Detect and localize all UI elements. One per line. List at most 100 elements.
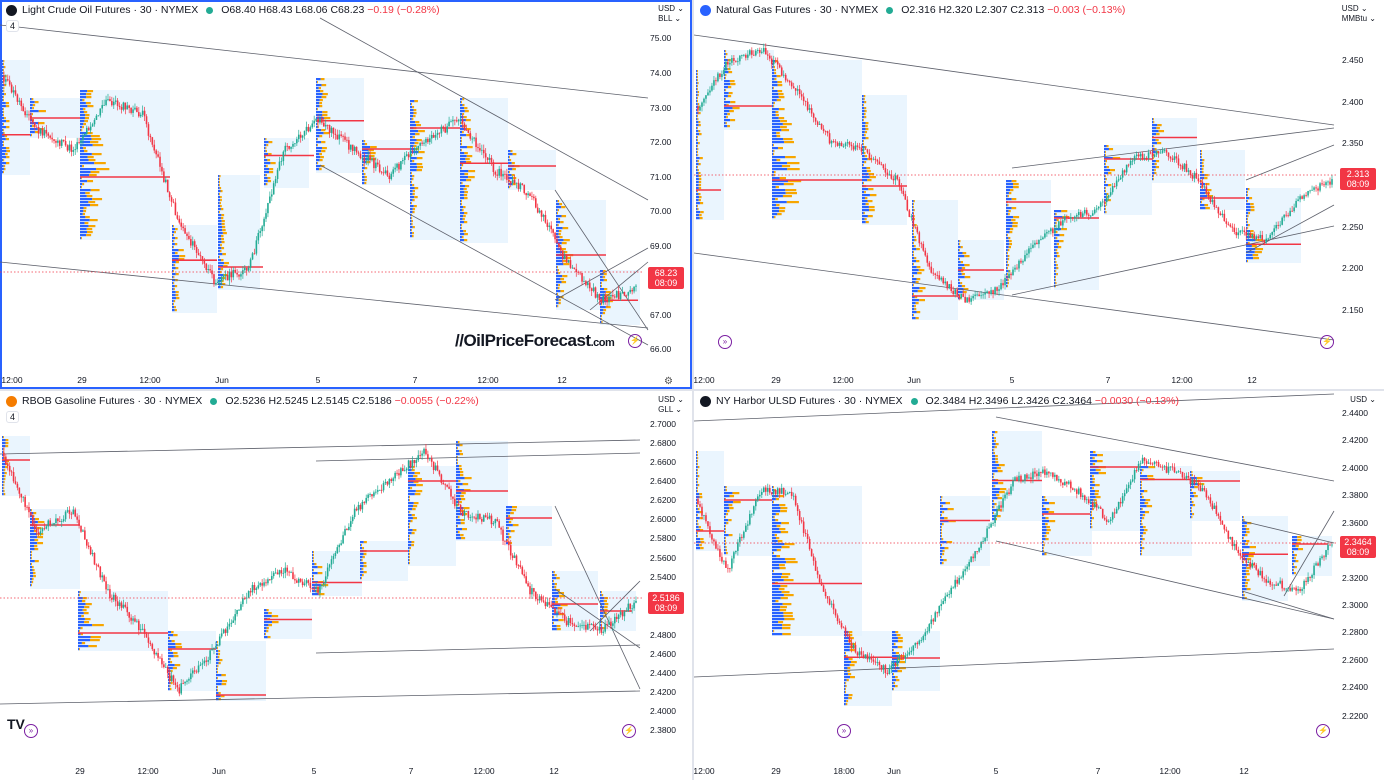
currency-unit-selector[interactable]: USD ⌄ MMBtu ⌄ xyxy=(1341,4,1376,23)
time-axis-label: 12 xyxy=(549,766,559,776)
symbol-legend[interactable]: Light Crude Oil Futures · 30 · NYMEX O68… xyxy=(6,4,440,16)
profile-bar-down xyxy=(412,190,416,193)
profile-bar-down xyxy=(1105,202,1106,205)
profile-bar-down xyxy=(780,576,789,579)
symbol-legend[interactable]: Natural Gas Futures · 30 · NYMEX O2.316 … xyxy=(700,4,1125,16)
profile-bar-down xyxy=(34,545,38,548)
symbol-title[interactable]: Natural Gas Futures · 30 · NYMEX xyxy=(716,4,879,16)
candle-body xyxy=(292,572,294,580)
price-axis-label: 2.4000 xyxy=(650,706,676,716)
flash-icon[interactable]: ⚡ xyxy=(628,334,642,348)
candle-body xyxy=(161,166,163,172)
time-axis-label: 29 xyxy=(771,375,781,385)
profile-bar-down xyxy=(557,293,558,296)
profile-bar-down xyxy=(464,477,472,480)
tradingview-logo[interactable]: TV xyxy=(7,716,25,732)
candle-body xyxy=(864,148,867,150)
profile-bar-up xyxy=(80,159,89,162)
candle-body xyxy=(64,141,67,146)
profile-bar-up xyxy=(410,157,417,160)
profile-bar-up xyxy=(410,178,412,181)
replay-icon[interactable]: » xyxy=(24,724,38,738)
profile-bar-down xyxy=(1105,178,1107,181)
profile-bar-up xyxy=(1090,469,1096,472)
profile-bar-down xyxy=(697,115,698,118)
profile-bar-down xyxy=(563,263,570,266)
candle-body xyxy=(124,604,127,607)
profile-bar-down xyxy=(1062,216,1070,219)
symbol-legend[interactable]: RBOB Gasoline Futures · 30 · NYMEX O2.52… xyxy=(6,395,479,407)
profile-bar-down xyxy=(913,200,915,203)
indicator-count-badge[interactable]: 4 xyxy=(6,20,20,32)
profile-bar-up xyxy=(1200,177,1205,180)
profile-bar-down xyxy=(313,578,314,581)
candle-body xyxy=(709,90,711,93)
candle-body xyxy=(342,535,344,544)
candle-body xyxy=(800,94,803,97)
candle-body xyxy=(37,126,40,134)
profile-bar-down xyxy=(726,104,729,107)
chart-panel-ulsd[interactable]: NY Harbor ULSD Futures · 30 · NYMEX O2.3… xyxy=(694,391,1384,780)
candle-body xyxy=(236,609,238,615)
profile-bar-up xyxy=(772,102,774,105)
profile-bar-up xyxy=(1242,525,1245,528)
candle-body xyxy=(788,80,791,83)
profile-bar-up xyxy=(696,214,700,217)
profile-bar-down xyxy=(319,159,323,162)
profile-bar-up xyxy=(992,431,995,434)
rbob-chart-canvas[interactable] xyxy=(0,391,692,780)
candle-body xyxy=(199,255,202,257)
candle-body xyxy=(328,125,331,133)
candle-body xyxy=(583,281,585,282)
profile-bar-down xyxy=(993,449,995,452)
flash-icon[interactable]: ⚡ xyxy=(622,724,636,738)
profile-bar-down xyxy=(941,505,943,508)
profile-bar-down xyxy=(1110,169,1115,172)
crude-chart-canvas[interactable] xyxy=(0,0,692,389)
profile-bar-up xyxy=(1140,544,1142,547)
candle-body xyxy=(270,576,273,580)
candle-body xyxy=(498,521,500,528)
chart-panel-rbob[interactable]: RBOB Gasoline Futures · 30 · NYMEX O2.52… xyxy=(0,391,692,780)
candle-body xyxy=(269,196,271,204)
profile-bar-up xyxy=(1054,252,1057,255)
profile-bar-up xyxy=(1054,210,1062,213)
candle-body xyxy=(932,272,935,274)
currency-unit-selector[interactable]: USD ⌄ GLL ⌄ xyxy=(658,395,684,414)
profile-bar-up xyxy=(456,459,458,462)
profile-bar-up xyxy=(1104,184,1109,187)
candle-body xyxy=(1157,151,1160,154)
profile-bar-down xyxy=(917,272,922,275)
profile-bar-up xyxy=(362,176,365,179)
profile-bar-up xyxy=(844,658,849,661)
profile-bar-down xyxy=(91,153,102,156)
candle-body xyxy=(139,629,142,631)
candle-body xyxy=(269,579,271,581)
candle-body xyxy=(500,527,502,530)
currency-unit-selector[interactable]: USD ⌄ BLL ⌄ xyxy=(658,4,684,23)
profile-bar-up xyxy=(30,563,32,566)
chart-panel-natgas[interactable]: Natural Gas Futures · 30 · NYMEX O2.316 … xyxy=(694,0,1384,389)
profile-bar-up xyxy=(1104,169,1111,172)
profile-bar-up xyxy=(1246,194,1248,197)
profile-bar-up xyxy=(1140,481,1142,484)
symbol-title[interactable]: RBOB Gasoline Futures · 30 · NYMEX xyxy=(22,395,203,407)
profile-bar-up xyxy=(2,132,4,135)
natgas-chart-canvas[interactable] xyxy=(694,0,1384,389)
profile-bar-up xyxy=(80,189,91,192)
settings-gear-icon[interactable]: ⚙ xyxy=(664,376,673,387)
candle-body xyxy=(419,455,421,457)
symbol-title[interactable]: Light Crude Oil Futures · 30 · NYMEX xyxy=(22,4,199,16)
ulsd-chart-canvas[interactable] xyxy=(694,391,1384,780)
replay-icon[interactable]: » xyxy=(718,335,732,349)
flash-icon[interactable]: ⚡ xyxy=(1320,335,1334,349)
profile-bar-up xyxy=(78,591,80,594)
chart-panel-crude[interactable]: Light Crude Oil Futures · 30 · NYMEX O68… xyxy=(0,0,692,389)
profile-bar-up xyxy=(772,513,776,516)
profile-bar-up xyxy=(772,150,774,153)
profile-bar-down xyxy=(897,640,903,643)
candle-body xyxy=(922,243,925,251)
candle-body xyxy=(946,281,949,289)
profile-bar-down xyxy=(604,603,609,606)
indicator-count-badge[interactable]: 4 xyxy=(6,411,20,423)
